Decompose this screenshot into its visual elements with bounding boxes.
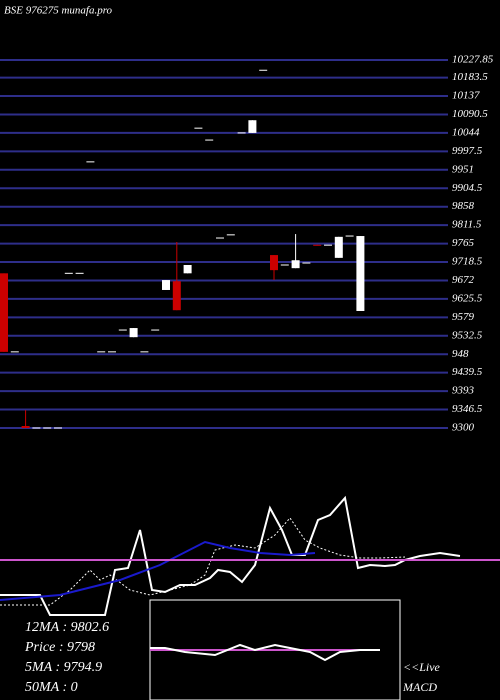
y-tick-label: 9346.5 (452, 403, 483, 415)
y-tick-label: 10227.85 (452, 54, 494, 66)
y-tick-label: 9765 (452, 237, 475, 249)
y-tick-label: 10090.5 (452, 108, 488, 120)
candle-body (334, 236, 343, 258)
ma-label: 5MA : 9794.9 (25, 660, 102, 675)
indicator-line (0, 517, 406, 606)
macd-label: MACD (402, 680, 437, 694)
y-tick-label: 10183.5 (452, 71, 488, 83)
y-tick-label: 9858 (452, 200, 475, 212)
candle-body (183, 264, 192, 274)
y-tick-label: 9625.5 (452, 292, 483, 304)
candle-body (313, 244, 322, 246)
candle-body (162, 280, 170, 290)
ma-label: 50MA : 0 (25, 680, 78, 695)
chart-title: BSE 976275 munafa.pro (4, 5, 113, 17)
y-tick-label: 9532.5 (452, 329, 483, 341)
y-tick-label: 9997.5 (452, 145, 483, 157)
y-tick-label: 9300 (452, 422, 475, 434)
y-tick-label: 9718.5 (452, 256, 483, 268)
candle-body (0, 273, 8, 352)
y-tick-label: 948 (452, 348, 469, 360)
y-tick-label: 9811.5 (452, 219, 482, 231)
y-tick-label: 9439.5 (452, 366, 483, 378)
y-tick-label: 9393 (452, 385, 475, 397)
y-tick-label: 10137 (452, 90, 480, 102)
candle-body (129, 328, 138, 338)
candle-body (291, 260, 300, 269)
price-label: Price : 9798 (24, 640, 95, 655)
y-tick-label: 9579 (452, 311, 475, 323)
y-tick-label: 9951 (452, 163, 474, 175)
candle-body (172, 281, 181, 311)
candle-body (248, 120, 257, 133)
indicator-line (0, 540, 316, 601)
candle-body (356, 236, 365, 311)
y-tick-label: 9672 (452, 274, 475, 286)
y-tick-label: 9904.5 (452, 182, 483, 194)
candle-body (21, 426, 30, 428)
candle-body (270, 255, 278, 271)
indicator-line (150, 643, 380, 662)
live-label: <<Live (403, 660, 441, 674)
indicator-line (0, 495, 461, 616)
ma-label: 12MA : 9802.6 (25, 620, 109, 635)
y-tick-label: 10044 (452, 126, 480, 138)
